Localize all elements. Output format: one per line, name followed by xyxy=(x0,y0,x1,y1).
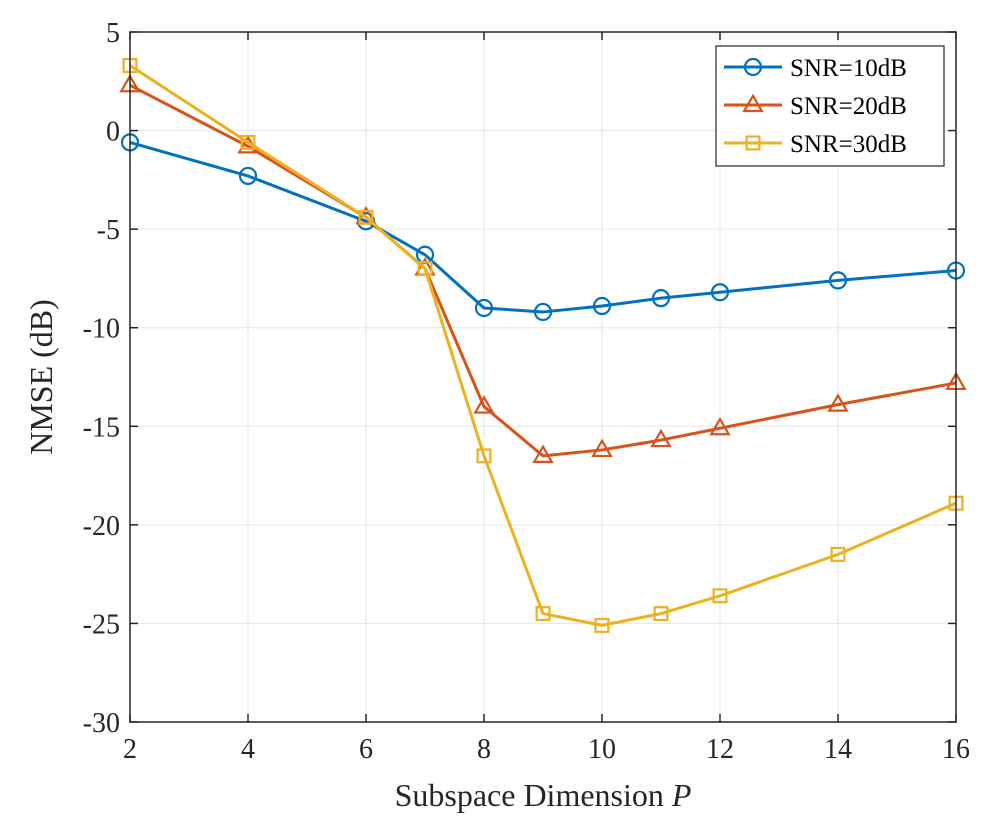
data-point-triangle xyxy=(473,395,495,414)
y-axis-title: NMSE (dB) xyxy=(23,299,59,455)
x-tick-label: 2 xyxy=(123,734,137,765)
plot-frame xyxy=(129,31,957,723)
y-tick-label: -30 xyxy=(83,708,120,739)
data-point-triangle xyxy=(709,416,731,436)
data-point-square xyxy=(417,261,433,277)
data-point-circle xyxy=(651,289,671,308)
x-axis-title-variable: P xyxy=(671,777,692,813)
data-point-square xyxy=(653,606,669,622)
data-point-square xyxy=(712,588,728,604)
series-line xyxy=(129,140,957,314)
data-point-square xyxy=(535,606,551,622)
data-point-circle xyxy=(533,302,553,322)
data-point-square xyxy=(240,134,256,150)
legend-label: SNR=30dB xyxy=(790,131,907,158)
y-tick-label: 0 xyxy=(106,117,120,148)
axis-ticks: 2 4 6 8 10 12 14 16 -30 -25 -20 -15 -10 -5 0 5 xyxy=(83,18,970,765)
x-tick-label: 10 xyxy=(588,734,616,765)
x-tick-label: 14 xyxy=(824,734,852,765)
data-point-square xyxy=(358,209,374,225)
data-point-triangle xyxy=(650,428,672,448)
data-point-circle xyxy=(710,283,730,302)
y-tick-label: 5 xyxy=(106,18,120,49)
data-point-circle xyxy=(743,57,763,77)
x-axis-title: Subspace Dimension P xyxy=(395,777,692,813)
x-tick-label: 16 xyxy=(942,734,970,765)
x-tick-label: 4 xyxy=(241,734,255,765)
data-point-square xyxy=(745,135,761,151)
data-point-circle xyxy=(474,298,494,318)
legend-label: SNR=20dB xyxy=(790,93,907,120)
x-tick-label: 8 xyxy=(477,734,491,765)
y-tick-label: -25 xyxy=(83,609,120,640)
legend-label: SNR=10dB xyxy=(790,55,907,82)
series-3 xyxy=(122,58,964,633)
data-point-triangle xyxy=(742,93,764,113)
data-point-circle xyxy=(238,166,258,186)
data-point-circle xyxy=(592,296,612,316)
y-tick-label: -20 xyxy=(83,511,120,542)
data-point-triangle xyxy=(827,393,849,412)
legend: SNR=10dB SNR=20dB SNR=30dB xyxy=(715,45,945,167)
data-point-triangle xyxy=(532,444,554,463)
series-group xyxy=(119,58,967,633)
data-point-square xyxy=(830,546,846,562)
y-tick-label: -15 xyxy=(83,412,120,443)
x-axis-title-text: Subspace Dimension xyxy=(395,777,664,813)
x-tick-label: 6 xyxy=(359,734,373,765)
data-point-triangle xyxy=(591,438,613,458)
y-tick-label: -5 xyxy=(97,215,120,246)
data-point-square xyxy=(594,617,610,633)
data-point-circle xyxy=(828,271,848,290)
series-line xyxy=(129,64,957,627)
x-tick-label: 12 xyxy=(706,734,734,765)
y-tick-label: -10 xyxy=(83,314,120,345)
data-point-square xyxy=(476,448,492,464)
